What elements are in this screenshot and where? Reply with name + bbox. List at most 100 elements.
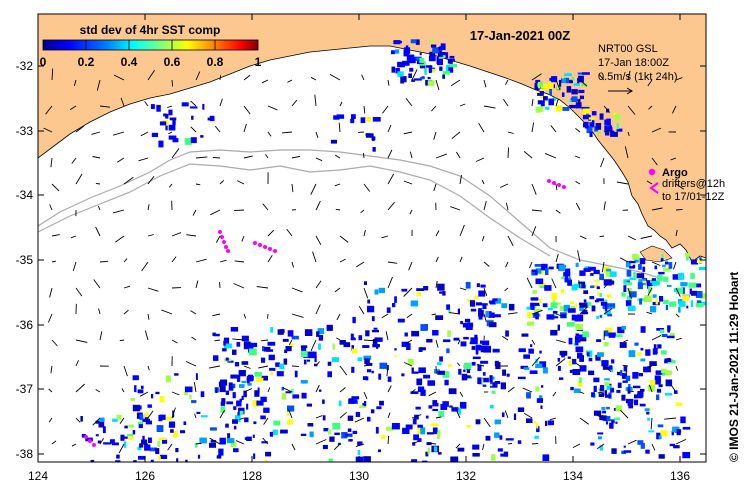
sst-patch [395,68,400,74]
argo-legend: Argo [648,167,688,179]
current-arrow [483,261,490,267]
sst-patch [159,121,167,126]
sst-patch [373,327,378,330]
sst-patch [644,295,652,302]
sst-patch [561,276,565,280]
sst-patch [419,52,422,56]
sst-patch [492,376,495,380]
current-arrow [243,365,251,369]
sst-patch [589,122,594,128]
current-arrow [363,105,366,114]
current-arrow [647,287,653,296]
sst-patch [331,357,339,363]
sst-patch [145,412,149,418]
sst-patch [646,411,650,415]
sst-patch [306,403,312,407]
current-arrow [193,382,197,393]
current-arrow [123,176,134,185]
current-arrow [603,308,613,315]
sst-patch [564,73,572,77]
current-arrow [288,339,293,346]
sst-patch [442,291,446,296]
sst-patch [591,305,596,312]
lon-tick-label: 136 [670,469,690,483]
sst-patch [627,387,631,394]
sst-patch [649,361,657,366]
sst-patch [562,107,570,111]
sst-patch [291,389,294,394]
sst-patch [627,305,636,311]
sst-patch [616,128,623,132]
current-arrow [99,105,111,108]
sst-patch [561,76,564,79]
sst-patch [472,444,480,450]
sst-patch [617,382,622,388]
sst-patch [316,331,320,337]
current-arrow [363,364,369,367]
sst-patch [669,301,677,307]
current-arrow [603,201,606,211]
current-arrow [92,417,101,426]
sst-patch [427,80,435,87]
sst-patch [538,81,541,89]
sst-patch [252,399,260,407]
sst-patch [314,355,317,363]
current-arrow [287,79,293,83]
sst-patch [559,377,564,380]
sst-patch [682,295,690,301]
sst-patch [656,328,664,331]
current-arrow [144,330,149,341]
sst-patch [665,379,673,387]
sst-patch [573,388,581,393]
current-arrow [195,442,202,445]
current-arrow [579,306,588,315]
sst-patch [404,47,411,54]
sst-patch [548,307,553,311]
sst-patch [665,304,668,310]
sst-patch [170,429,174,433]
lat-tick-label: -32 [16,59,34,73]
sst-patch [667,284,672,287]
current-arrow [651,127,662,133]
sst-patch [539,350,542,354]
sst-patch [604,305,608,312]
sst-patch [365,330,370,337]
sst-patch [363,456,371,462]
current-arrow [168,131,173,135]
sst-patch [428,65,433,68]
sst-patch [277,329,284,335]
current-arrow [382,105,389,114]
sst-patch [327,361,332,366]
sst-patch [466,425,471,428]
sst-patch [402,427,410,434]
current-arrow [358,305,365,315]
sst-patch [174,373,179,376]
current-arrow [95,226,101,237]
sst-patch [225,423,229,428]
sst-patch [656,394,660,401]
sst-patch [242,463,246,466]
sst-patch [350,399,358,404]
sst-patch [363,355,372,360]
current-arrow [675,365,679,371]
sst-patch [314,363,318,367]
island [639,245,673,263]
sst-patch [303,359,307,365]
sst-patch [542,303,548,308]
current-arrow [315,439,327,445]
sst-patch [362,345,370,348]
sst-patch [285,346,292,352]
sst-patch [236,342,241,347]
sst-patch [560,306,566,311]
sst-patch [661,333,668,338]
sst-patch [412,371,419,374]
sst-patch [234,415,241,422]
sst-patch [397,318,405,323]
current-arrow [243,313,247,319]
sst-patch [642,266,646,272]
sst-patch [574,314,580,322]
current-arrow [51,183,60,192]
sst-patch [183,462,186,468]
sst-patch [165,375,171,383]
current-arrow [219,75,222,81]
